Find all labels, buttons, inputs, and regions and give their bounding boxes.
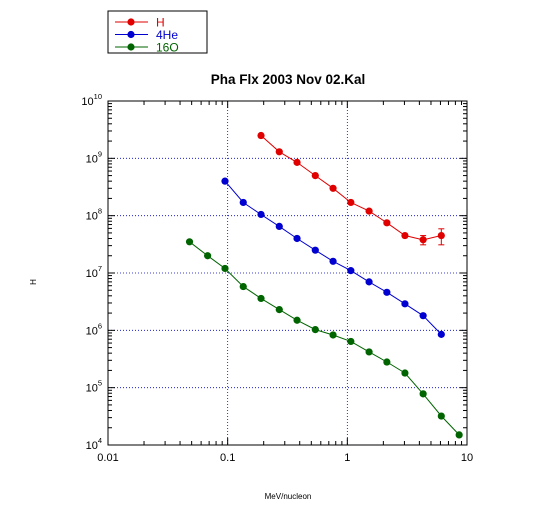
data-point-h [437, 231, 445, 240]
chart-title: Pha Flx 2003 Nov 02.Kal [211, 72, 366, 87]
y-tick-base: 10 [86, 383, 98, 395]
y-tick-exponent: 9 [98, 149, 102, 158]
plot-frame [107, 100, 468, 446]
y-tick-label: 1010 [81, 92, 102, 108]
y-tick-exponent: 6 [98, 321, 102, 330]
y-tick-exponent: 7 [98, 264, 102, 273]
data-point-h [329, 184, 337, 192]
y-tick-exponent: 5 [98, 379, 102, 388]
data-point-h [401, 231, 409, 240]
y-tick-label: 108 [86, 207, 102, 223]
data-point-h [257, 131, 265, 140]
legend-label-16o: 16O [156, 41, 179, 55]
data-point-16o [347, 337, 355, 346]
y-tick-base: 10 [86, 153, 98, 165]
y-tick-base: 10 [86, 440, 98, 452]
y-tick-base: 10 [81, 96, 93, 108]
y-tick-label: 104 [86, 436, 102, 452]
data-point-4he [419, 312, 427, 320]
y-tick-exponent: 10 [94, 92, 102, 101]
data-point-4he [401, 300, 409, 308]
data-point-16o [204, 252, 212, 260]
y-axis-label: H [29, 279, 38, 285]
data-point-16o [383, 358, 391, 366]
data-point-4he [383, 288, 391, 296]
data-point-4he [221, 177, 229, 185]
data-point-4he [311, 246, 319, 254]
x-axis-label: MeV/nucleon [265, 492, 312, 501]
data-point-16o [401, 369, 409, 377]
legend-label-4he: 4He [156, 28, 178, 42]
data-point-h [311, 171, 319, 180]
data-point-16o [239, 282, 247, 291]
data-point-16o [329, 331, 337, 339]
data-point-4he [275, 222, 283, 230]
data-point-16o [257, 294, 265, 303]
data-point-4he [293, 234, 301, 243]
data-point-4he [437, 330, 445, 338]
series-4he [221, 177, 445, 338]
y-tick-label: 109 [86, 149, 102, 165]
data-point-4he [347, 267, 355, 275]
x-tick-label: 10 [461, 452, 473, 464]
data-point-4he [239, 198, 247, 207]
x-tick-label: 1 [344, 452, 350, 464]
y-tick-label: 107 [86, 264, 102, 280]
data-point-16o [455, 431, 463, 439]
legend-box [107, 10, 208, 54]
series-line-16o [189, 241, 460, 436]
data-point-16o [221, 264, 229, 273]
legend-label-h: H [156, 16, 165, 30]
legend-marker-16o [127, 43, 135, 51]
x-tick-label: 0.01 [97, 452, 118, 464]
data-point-16o [185, 238, 194, 246]
y-tick-label: 105 [86, 379, 102, 395]
data-point-16o [365, 348, 373, 356]
y-tick-base: 10 [86, 211, 98, 223]
data-point-h [383, 219, 391, 227]
y-tick-base: 10 [86, 268, 98, 280]
legend-marker-h [127, 18, 135, 26]
data-point-16o [311, 325, 319, 334]
y-tick-base: 10 [86, 325, 98, 337]
data-point-16o [437, 412, 445, 420]
legend-marker-4he [127, 30, 135, 39]
data-point-4he [329, 257, 337, 265]
data-point-16o [419, 390, 427, 398]
data-point-h [419, 236, 427, 244]
grid [108, 101, 467, 445]
data-point-h [365, 207, 373, 215]
series-layer [185, 131, 463, 439]
data-point-h [275, 148, 283, 156]
data-point-16o [275, 305, 283, 314]
x-tick-label: 0.1 [220, 452, 235, 464]
y-tick-label: 106 [86, 321, 102, 337]
data-point-4he [365, 278, 373, 286]
data-point-16o [293, 316, 301, 324]
data-point-h [347, 198, 355, 207]
series-h [257, 131, 445, 246]
series-line-h [260, 135, 442, 241]
data-point-4he [257, 210, 265, 219]
y-tick-exponent: 8 [98, 207, 102, 216]
data-point-h [293, 158, 301, 166]
y-tick-exponent: 4 [98, 436, 102, 445]
series-16o [185, 238, 463, 439]
